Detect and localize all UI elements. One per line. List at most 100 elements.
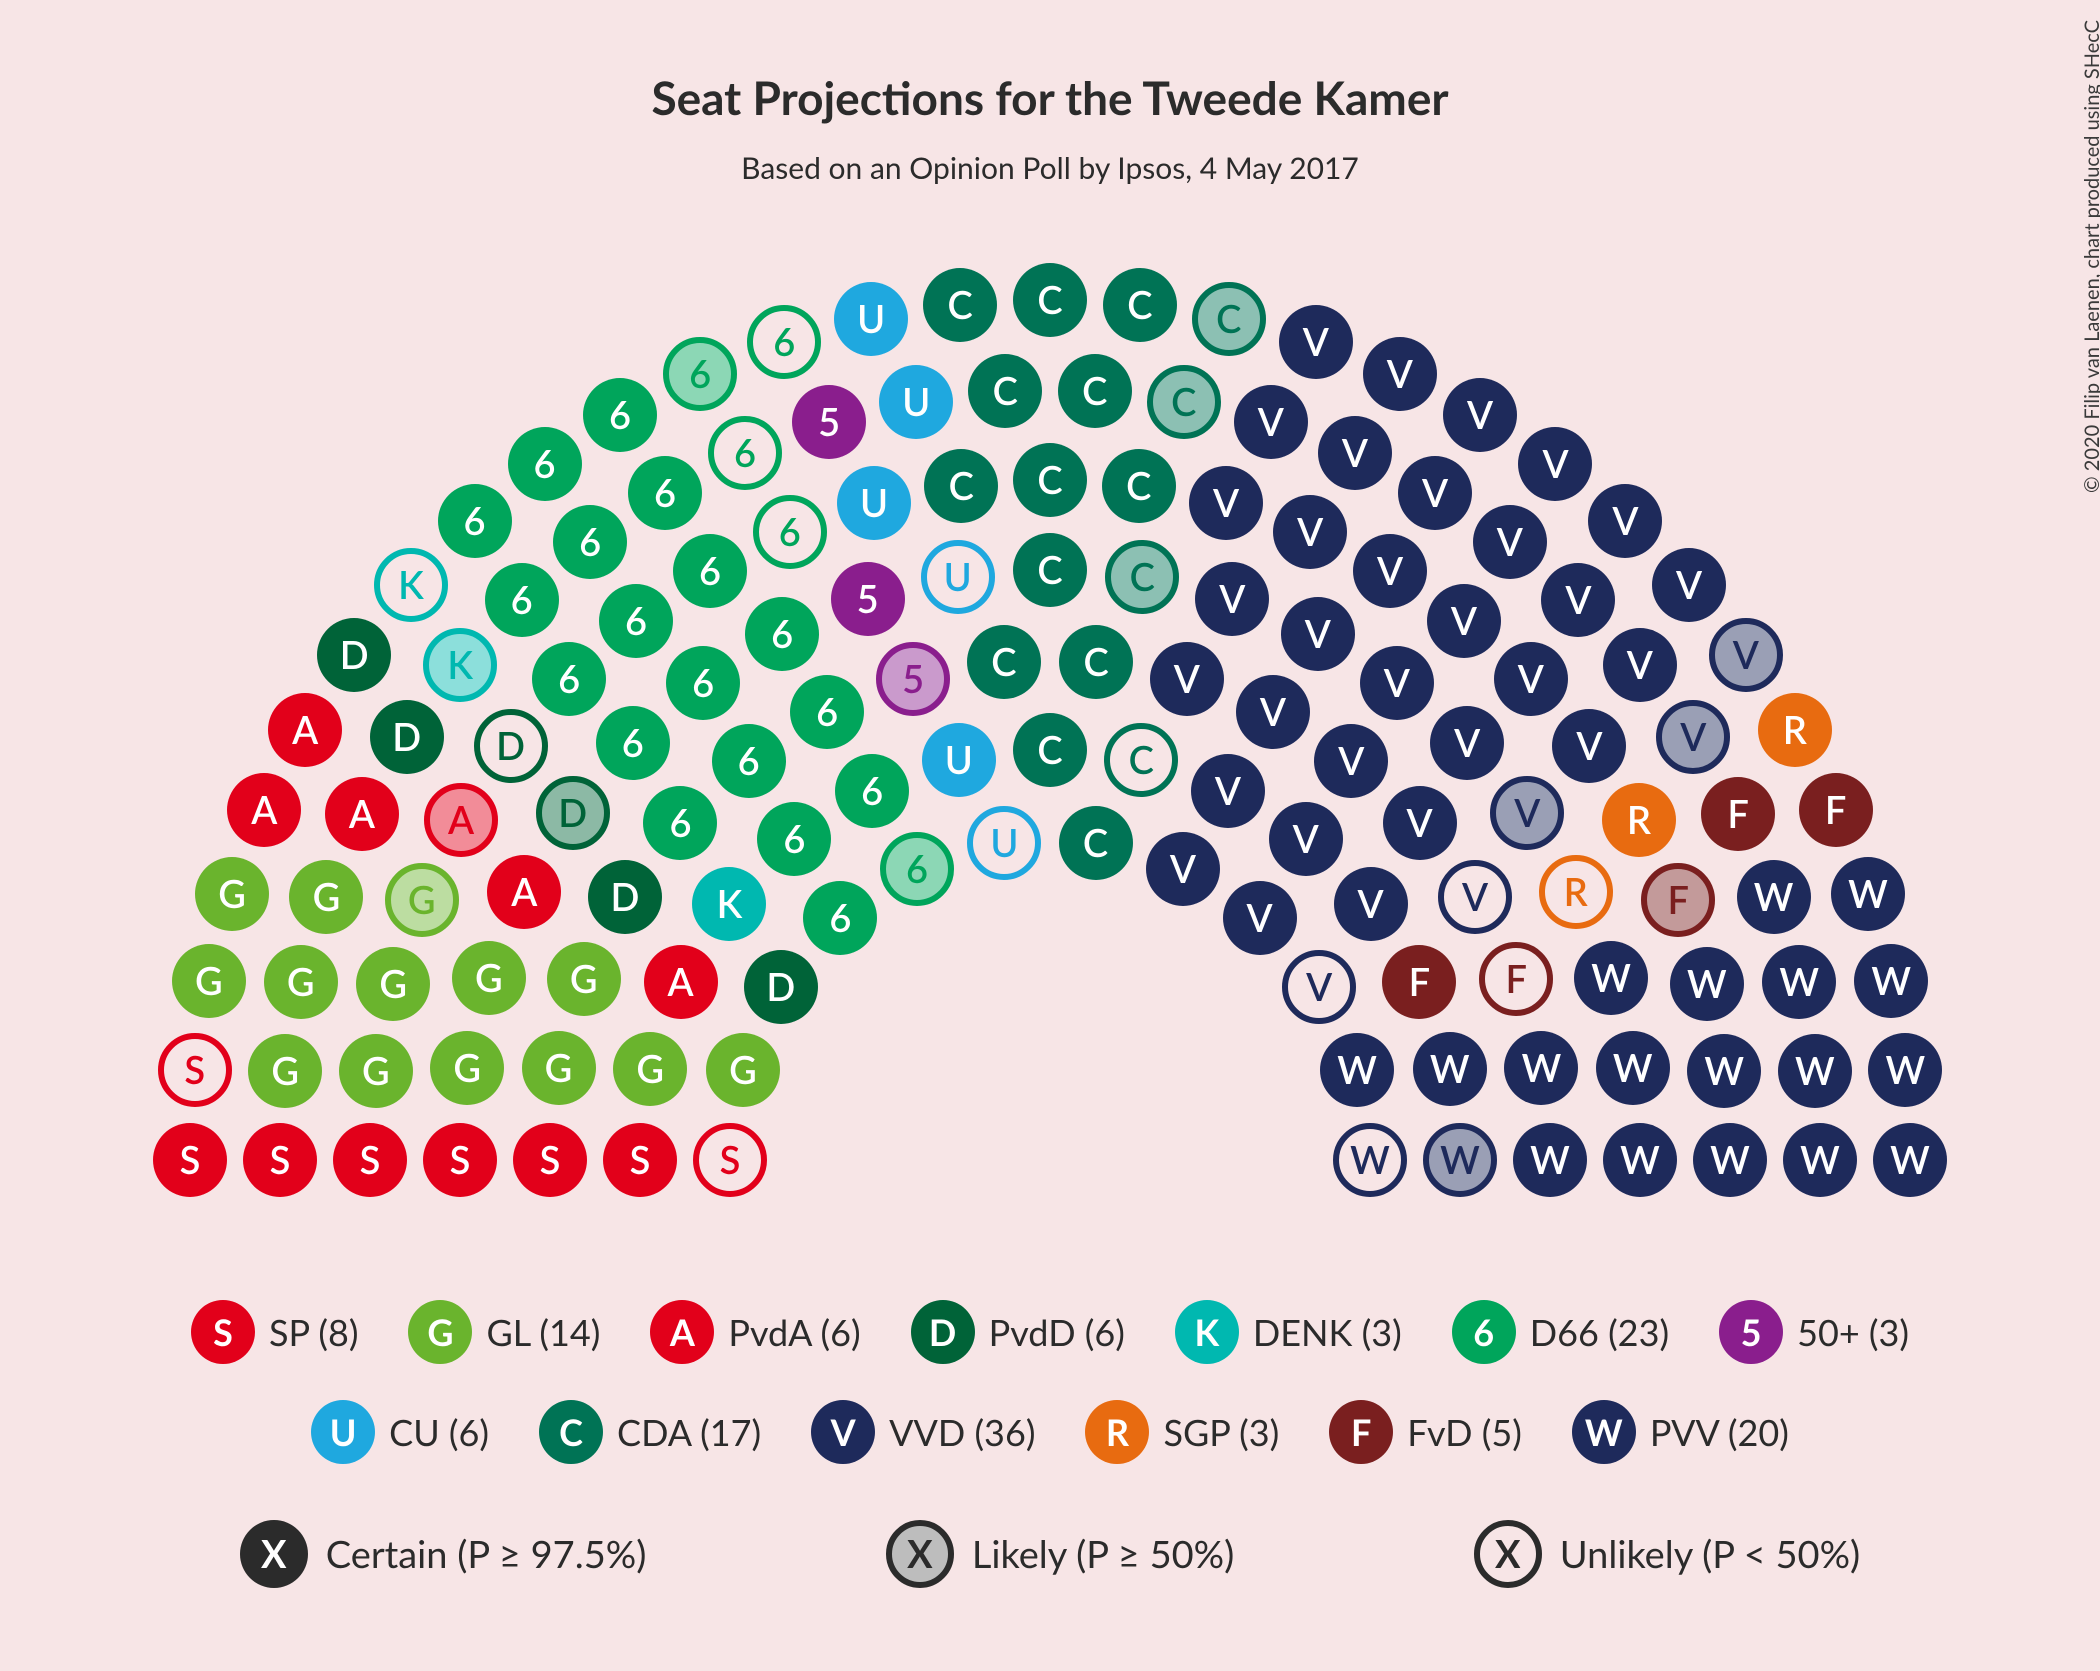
seat: C <box>1147 365 1221 439</box>
seat: G <box>452 941 526 1015</box>
seat: K <box>423 628 497 702</box>
seat: V <box>1334 867 1408 941</box>
seat: W <box>1693 1123 1767 1197</box>
seat: 6 <box>508 427 582 501</box>
probability-item: XLikely (P ≥ 50%) <box>886 1520 1234 1588</box>
seat: V <box>1150 642 1224 716</box>
seat: U <box>967 806 1041 880</box>
seat: C <box>967 625 1041 699</box>
seat: 6 <box>643 786 717 860</box>
legend-dot: 6 <box>1452 1300 1516 1364</box>
seat: V <box>1494 642 1568 716</box>
seat: R <box>1539 855 1613 929</box>
seat: U <box>921 540 995 614</box>
seat: V <box>1189 466 1263 540</box>
seat: C <box>1013 263 1087 337</box>
seat: W <box>1513 1123 1587 1197</box>
seat: G <box>706 1033 780 1107</box>
seat: G <box>613 1032 687 1106</box>
seat: V <box>1430 706 1504 780</box>
seat: C <box>1013 443 1087 517</box>
seat: 6 <box>880 832 954 906</box>
seat: V <box>1427 584 1501 658</box>
seat: S <box>423 1123 497 1197</box>
seat: V <box>1443 378 1517 452</box>
seat: F <box>1641 863 1715 937</box>
seat: 6 <box>803 881 877 955</box>
legend-dot: U <box>311 1400 375 1464</box>
seat: W <box>1737 860 1811 934</box>
seat: S <box>693 1123 767 1197</box>
seat: V <box>1383 786 1457 860</box>
legend-label: CU (6) <box>389 1410 489 1454</box>
legend-dot: W <box>1572 1400 1636 1464</box>
seat: V <box>1438 860 1512 934</box>
seat: D <box>536 776 610 850</box>
seat: C <box>1058 354 1132 428</box>
seat: V <box>1146 832 1220 906</box>
seat: A <box>227 773 301 847</box>
probability-dot: X <box>886 1520 954 1588</box>
seat: W <box>1873 1123 1947 1197</box>
seat: V <box>1588 484 1662 558</box>
seat: W <box>1596 1031 1670 1105</box>
seat: V <box>1541 563 1615 637</box>
legend-dot: R <box>1085 1400 1149 1464</box>
seat: V <box>1282 950 1356 1024</box>
seat: S <box>153 1123 227 1197</box>
probability-label: Unlikely (P < 50%) <box>1560 1531 1860 1577</box>
seat: W <box>1603 1123 1677 1197</box>
seat: 6 <box>708 416 782 490</box>
legend-label: 50+ (3) <box>1797 1310 1909 1354</box>
probability-dot: X <box>1474 1520 1542 1588</box>
seat: 6 <box>835 754 909 828</box>
seat: A <box>268 693 342 767</box>
seat: G <box>248 1034 322 1108</box>
seat: R <box>1758 693 1832 767</box>
seat: V <box>1281 597 1355 671</box>
seat: G <box>356 947 430 1021</box>
seat: D <box>588 860 662 934</box>
seat: C <box>1013 713 1087 787</box>
legend-item: KDENK (3) <box>1175 1300 1402 1364</box>
seat: W <box>1868 1033 1942 1107</box>
legend-item: VVVD (36) <box>811 1400 1035 1464</box>
legend-label: DENK (3) <box>1253 1310 1402 1354</box>
seat: A <box>424 783 498 857</box>
seat: W <box>1854 944 1928 1018</box>
seat: F <box>1701 777 1775 851</box>
legend-item: WPVV (20) <box>1572 1400 1789 1464</box>
seat: W <box>1333 1123 1407 1197</box>
legend-item: APvdA (6) <box>650 1300 860 1364</box>
legend-item: DPvdD (6) <box>911 1300 1125 1364</box>
seat: W <box>1783 1123 1857 1197</box>
seat: U <box>879 365 953 439</box>
legend-label: PvdD (6) <box>989 1310 1125 1354</box>
seat: W <box>1687 1034 1761 1108</box>
seat: S <box>513 1123 587 1197</box>
seat: C <box>1102 449 1176 523</box>
seat: V <box>1269 802 1343 876</box>
seat: 6 <box>438 484 512 558</box>
seat: V <box>1656 700 1730 774</box>
seat: D <box>474 709 548 783</box>
seat: D <box>370 700 444 774</box>
seat: G <box>522 1031 596 1105</box>
probability-label: Certain (P ≥ 97.5%) <box>326 1531 647 1577</box>
seat: U <box>834 282 908 356</box>
seat: 6 <box>712 724 786 798</box>
probability-item: XCertain (P ≥ 97.5%) <box>240 1520 647 1588</box>
seat: 6 <box>485 563 559 637</box>
seat: 5 <box>831 562 905 636</box>
legend-label: CDA (17) <box>617 1410 761 1454</box>
seat: S <box>243 1123 317 1197</box>
seat: C <box>1059 806 1133 880</box>
seat: 6 <box>599 584 673 658</box>
seat: U <box>837 466 911 540</box>
legend-item: 550+ (3) <box>1719 1300 1909 1364</box>
seat: 6 <box>583 378 657 452</box>
seat: V <box>1363 337 1437 411</box>
probability-item: X Unlikely (P < 50%) <box>1474 1520 1860 1588</box>
seat: 6 <box>747 305 821 379</box>
seat: C <box>923 268 997 342</box>
